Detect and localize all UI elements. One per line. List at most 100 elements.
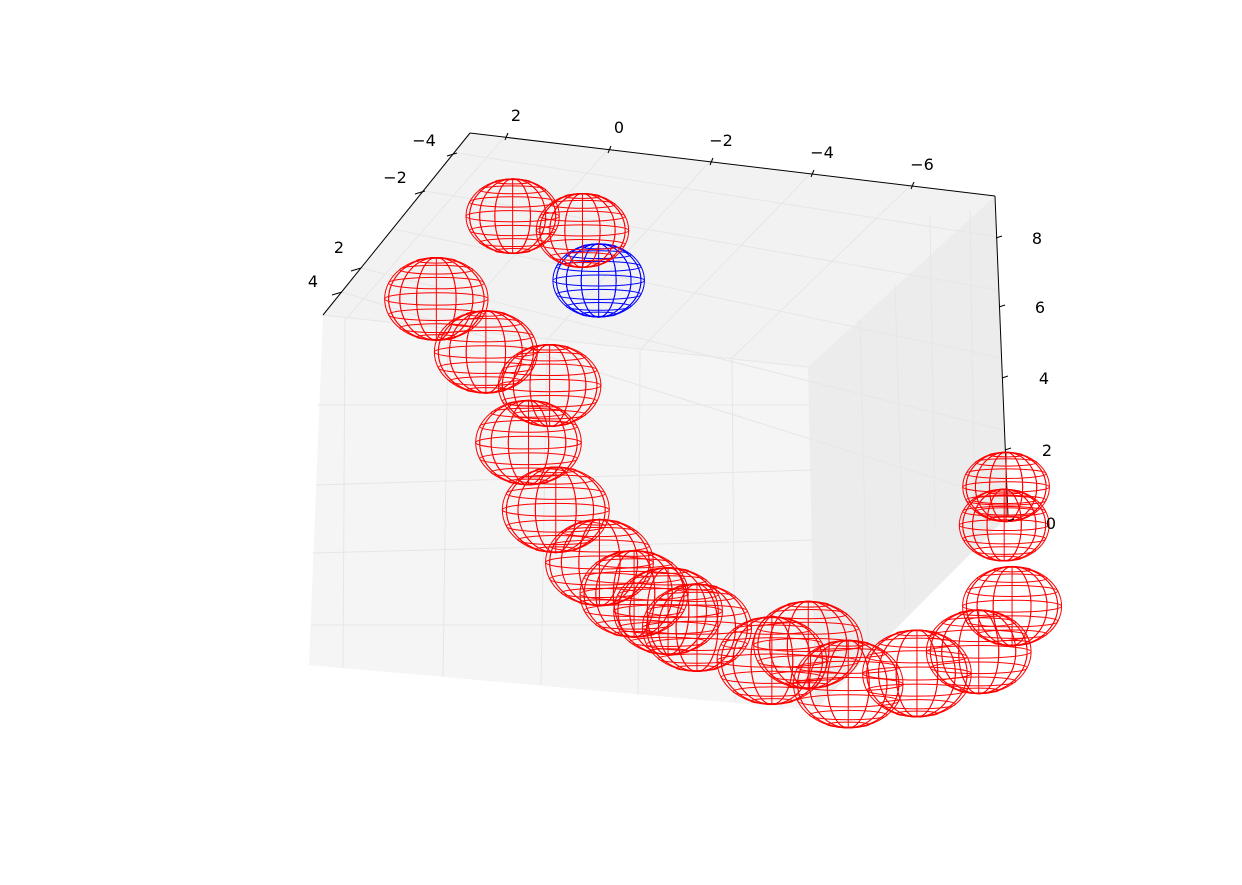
sphere-parallel [958,519,1050,532]
sphere-parallel [657,653,737,664]
sphere-parallel [989,452,1024,458]
sphere-parallel [750,698,794,705]
sphere-parallel [878,699,956,710]
sphere-parallel [971,546,1037,555]
grid-line [447,145,612,331]
sphere-parallel [895,710,939,717]
z-tick-mark [1001,375,1009,379]
sphere-parallel [720,670,823,684]
sphere-parallel [646,637,748,652]
sphere-meridian [797,639,900,729]
x-tick-label: 2 [511,106,521,125]
sphere-parallel [965,585,1059,597]
grid-line [731,357,736,703]
sphere-parallel [505,519,606,533]
sphere-parallel [962,533,1047,545]
sphere-parallel [629,636,707,647]
sphere-meridian [965,566,1059,647]
x-tick-label: −4 [810,143,834,162]
sphere-parallel [792,677,904,692]
x-ticks: 2 0 −2 −4 −6 [504,106,934,190]
sphere-parallel [965,494,1047,506]
sphere-parallel [786,601,830,608]
z-tick-mark [1004,447,1012,451]
x-axis-line [469,132,996,197]
sphere-parallel [925,645,1032,659]
z-tick-label: 4 [1039,369,1049,388]
x-tick-mark [910,181,915,190]
sphere-parallel [929,661,1028,675]
sphere-parallel [716,653,828,668]
sphere-marker [545,518,654,607]
sphere-parallel [465,210,560,223]
y-tick-mark [350,267,362,272]
z-tick-mark [998,304,1006,308]
sphere-parallel [595,619,673,630]
sphere-parallel [797,694,900,708]
sphere-marker [962,451,1050,523]
pane-right [808,196,1008,710]
sphere-parallel [941,617,1017,628]
sphere-parallel [971,495,1037,505]
y-tick-label: 2 [334,238,344,257]
sphere-parallel [613,604,723,619]
sphere-meridian [549,518,650,607]
x-tick-mark [709,157,714,166]
sphere-parallel [675,584,719,591]
sphere-parallel [388,308,485,321]
sphere-parallel [958,687,1000,694]
sphere-marker [535,192,630,268]
sphere-marker [552,243,645,318]
grid-line [315,469,813,486]
sphere-parallel [769,608,848,620]
grid-line [639,169,815,351]
sphere-parallel [646,567,690,574]
grid-line [442,329,449,678]
sphere-parallel [469,224,557,237]
grid-line [540,339,548,686]
sphere-parallel [552,274,645,287]
grid-line [894,284,906,611]
sphere-parallel [388,276,485,290]
sphere-meridian [469,178,557,255]
sphere-marker [962,566,1063,647]
sphere-parallel [479,452,578,466]
y-axis-line [322,132,471,316]
sphere-parallel [433,345,538,359]
sphere-parallel [560,587,639,599]
grid-line [969,209,976,541]
sphere-marker [613,567,723,656]
sphere-parallel [545,555,654,570]
sphere-parallel [992,639,1032,646]
sphere-parallel [641,620,753,635]
sphere-parallel [565,301,632,311]
sphere-parallel [416,334,457,340]
grid-line [731,181,915,359]
sphere-meridian [720,616,823,705]
sphere-parallel [720,637,823,651]
z-tick-mark [1007,518,1015,522]
sphere-parallel [555,260,642,273]
sphere-parallel [976,629,1048,639]
sphere-parallel [750,617,794,624]
sphere-marker [384,257,489,341]
sphere-parallel [555,288,642,301]
grid-line [344,132,509,321]
sphere-parallel [529,344,570,351]
sphere-parallel [507,400,550,407]
sphere-parallel [629,575,707,586]
sphere-marker [862,629,972,718]
sphere-parallel [578,519,621,526]
z-tick-label: 2 [1042,441,1052,460]
x-tick-label: −2 [709,131,733,150]
grid-lines [311,132,1006,703]
sphere-meridian [965,451,1047,523]
sphere-parallel [501,502,610,517]
grid-line [859,319,869,649]
sphere-parallel [986,489,1022,495]
z-tick-mark [995,235,1003,239]
y-ticks: −4 −2 2 4 [308,131,458,296]
grid-line [929,214,936,531]
sphere-parallel [465,387,507,393]
